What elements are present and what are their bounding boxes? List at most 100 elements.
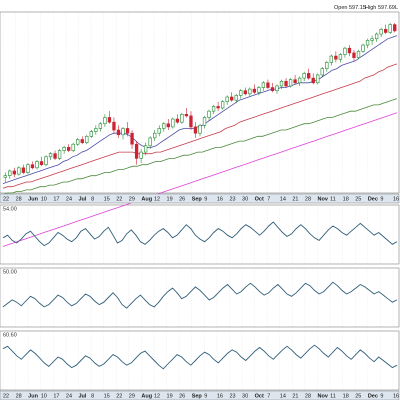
date-axis-1-tick-label: Jun (28, 394, 38, 400)
candle-body (112, 121, 116, 131)
candle-up (302, 71, 306, 82)
candle-body (266, 82, 270, 88)
date-axis-1-tick-label: Sep (192, 394, 203, 400)
candle-down (30, 161, 35, 170)
candle-body (365, 40, 370, 46)
candle-up (211, 104, 216, 115)
date-axis-0-tick-label: 16 (217, 197, 223, 203)
indicator-panels: 54.00 50.00 60.60 (2, 207, 398, 370)
candle-body (71, 143, 75, 151)
candle-down (175, 114, 180, 124)
candle-up (361, 43, 365, 53)
candle-body (143, 145, 148, 153)
candle-body (252, 88, 257, 93)
candle-up (157, 125, 161, 137)
date-axis-1-tick-label: 11 (330, 394, 336, 400)
candle-down (67, 144, 71, 153)
date-axis-1-tick-label: 18 (343, 394, 349, 400)
candle-body (21, 167, 26, 173)
date-axis-1-tick-label: 9 (380, 394, 383, 400)
date-axis-0-tick-label: 16 (393, 197, 399, 203)
indicator-1-line (2, 221, 398, 247)
candle-down (393, 23, 397, 33)
candle-up (35, 159, 39, 170)
candle-body (257, 87, 261, 93)
candle-body (230, 96, 234, 101)
candle-body (8, 170, 12, 176)
candle-body (316, 74, 320, 84)
candle-down (125, 122, 130, 137)
candle-up (153, 130, 157, 142)
candle-up (26, 163, 30, 175)
candle-body (44, 156, 48, 165)
candle-up (44, 155, 48, 167)
high-value: 597.69 (378, 5, 395, 11)
candle-up (388, 23, 392, 35)
indicator-2-label: 50.00 (3, 270, 17, 276)
candle-up (257, 85, 261, 96)
date-axis-0-tick-label: 28 (16, 197, 22, 203)
candle-body (30, 164, 35, 169)
date-axis-0-tick-label: 10 (41, 197, 47, 203)
date-axis-0-tick-label: Aug (141, 197, 152, 203)
date-axis-0-tick-label: 19 (167, 197, 173, 203)
candle-body (35, 161, 39, 169)
candle-up (94, 125, 98, 135)
candle-up (370, 35, 374, 46)
candle-up (171, 117, 175, 129)
date-axis-0-tick-label: 21 (292, 197, 298, 203)
candle-down (334, 51, 338, 63)
candle-body (121, 128, 125, 136)
date-axis-1-tick-label: 26 (179, 394, 185, 400)
candle-body (343, 47, 347, 55)
candle-up (48, 152, 53, 160)
candle-up (198, 123, 202, 137)
candle-up (98, 122, 103, 132)
date-axis-0-tick-label: Sep (192, 197, 203, 203)
candle-body (67, 147, 71, 151)
candle-down (53, 150, 57, 160)
candle-up (279, 79, 284, 90)
candle-up (325, 60, 329, 72)
candle-up (148, 136, 152, 149)
date-axis-1-tick-label: 25 (355, 394, 361, 400)
candle-body (311, 77, 315, 84)
date-axis-1-tick-label: Oct (255, 394, 264, 400)
date-axis-1-tick-label: 16 (393, 394, 399, 400)
candle-body (17, 167, 21, 175)
ma-long-line (2, 98, 398, 195)
date-axis-0-tick-label: 9 (204, 197, 207, 203)
date-axis-0-tick-label: Jun (28, 197, 38, 203)
candle-body (3, 175, 7, 178)
date-axis-0-tick-label: 7 (267, 197, 270, 203)
candle-body (388, 24, 392, 33)
candle-body (89, 131, 93, 137)
candle-down (166, 119, 170, 131)
candle-down (293, 74, 297, 85)
candle-down (116, 125, 121, 138)
candle-body (356, 51, 361, 58)
candle-down (243, 87, 247, 96)
candle-body (12, 170, 16, 175)
candle-body (189, 115, 193, 128)
quote-header: Open 597.15 High 597.69 L (334, 5, 398, 11)
candle-body (98, 123, 103, 129)
date-axis-1-tick-label: 9 (204, 394, 207, 400)
date-axis-0-tick-label: Oct (255, 197, 264, 203)
date-axis-0-tick-label: 11 (330, 197, 336, 203)
candle-down (189, 111, 193, 131)
indicator-3-line (2, 344, 398, 370)
candle-up (89, 130, 93, 138)
candle-up (162, 122, 166, 132)
candle-body (157, 128, 161, 134)
candle-body (320, 68, 324, 76)
indicator-1-frame (0, 204, 400, 265)
date-axis-1-tick-label: 19 (167, 394, 173, 400)
candle-down (12, 167, 16, 178)
open-value: 597.15 (349, 5, 366, 11)
date-axis-1-tick-label: 29 (129, 394, 135, 400)
candle-body (207, 110, 211, 118)
candle-body (239, 90, 243, 96)
date-axis-0-tick-label: 8 (91, 197, 94, 203)
date-axis-1-tick-label: Aug (141, 394, 152, 400)
